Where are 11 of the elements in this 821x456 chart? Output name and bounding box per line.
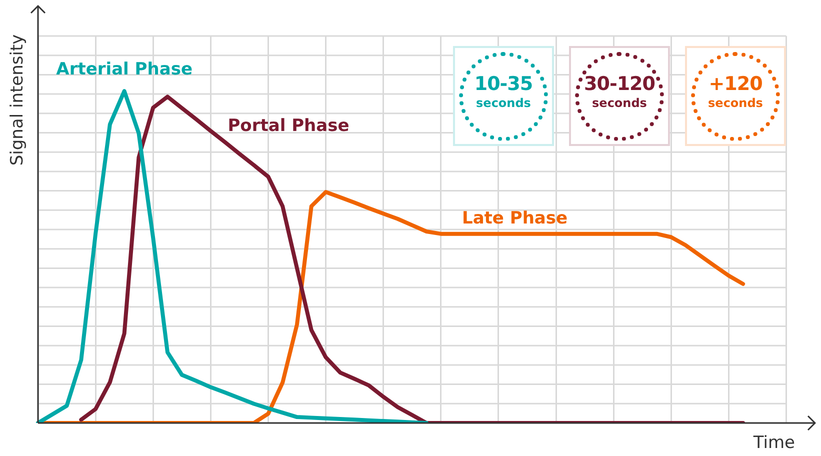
badge-frame: 10-35 seconds	[453, 46, 554, 146]
badge-frame: 30-120 seconds	[569, 46, 670, 146]
annotation: +120 seconds	[707, 73, 764, 110]
series-label: Arterial Phase	[56, 60, 192, 80]
annotation: 30-120 seconds	[583, 73, 656, 110]
annotation: 10-35 seconds	[473, 73, 534, 110]
badge-frame: +120 seconds	[685, 46, 786, 146]
y-axis-title: Signal intensity	[7, 34, 28, 166]
x-axis-title: Time	[752, 432, 795, 453]
series-label: Portal Phase	[228, 116, 350, 136]
series-label: Late Phase	[462, 208, 568, 228]
